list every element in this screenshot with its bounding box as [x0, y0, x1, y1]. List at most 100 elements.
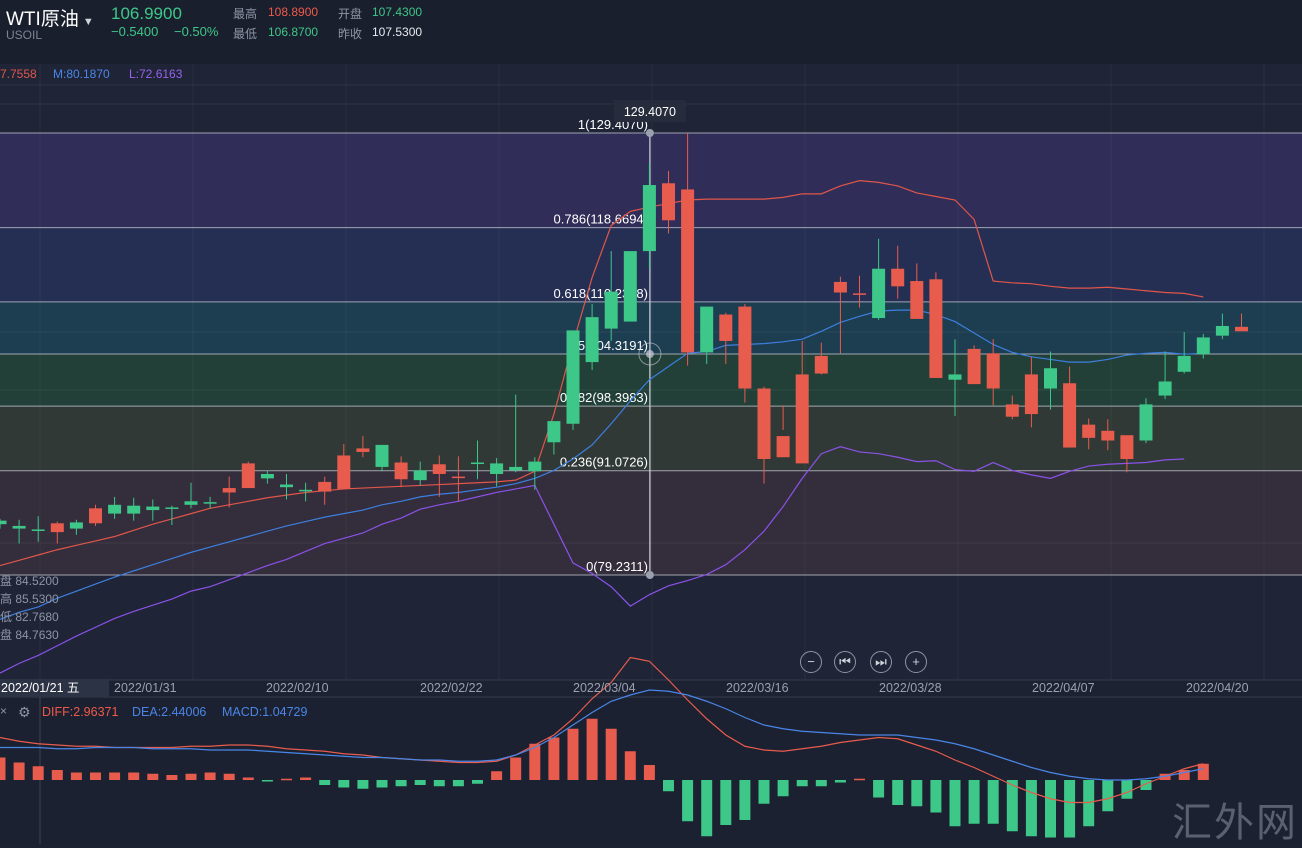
- candle-body: [948, 374, 962, 380]
- macd-dea-line: [0, 689, 1204, 781]
- macd-bar: [357, 780, 369, 789]
- macd-bar: [758, 780, 770, 804]
- candle-body: [241, 463, 255, 489]
- zoom-in-button[interactable]: +: [905, 651, 927, 673]
- macd-bar: [147, 773, 159, 780]
- macd-bar: [815, 780, 827, 787]
- macd-bar: [13, 762, 25, 780]
- price-change-pct: −0.50%: [174, 24, 219, 39]
- candle-body: [337, 455, 351, 489]
- candle-body: [681, 189, 695, 353]
- macd-bar: [624, 751, 636, 780]
- candle-body: [604, 291, 618, 329]
- x-tick: 2022/04/07: [1032, 681, 1095, 695]
- macd-bar: [242, 777, 254, 780]
- candle-body: [318, 481, 332, 492]
- candle-body: [1063, 383, 1077, 448]
- fib-zone: [0, 470, 1302, 575]
- candle-body: [356, 448, 370, 452]
- candle-body: [585, 317, 599, 363]
- macd-bar: [1006, 780, 1018, 832]
- boll-mid-line: [0, 309, 1204, 620]
- skip-forward-button[interactable]: ⏭: [870, 651, 892, 673]
- macd-bar: [834, 780, 846, 783]
- candle-body: [967, 348, 981, 385]
- hover-close: 盘 84.7630: [0, 628, 59, 642]
- candle-body: [69, 522, 83, 529]
- macd-bar: [395, 780, 407, 787]
- macd-bar: [452, 780, 464, 787]
- watermark: 汇外网: [1172, 800, 1298, 846]
- symbol-selector[interactable]: WTI原油 ▼: [6, 4, 94, 31]
- macd-bar: [109, 772, 121, 780]
- close-icon[interactable]: ×: [0, 704, 8, 718]
- candle-body: [0, 520, 7, 525]
- candle-body: [814, 355, 828, 374]
- macd-diff-line: [0, 656, 1204, 804]
- candle-body: [853, 293, 866, 295]
- candle-body: [1082, 424, 1096, 438]
- candle-body: [394, 462, 408, 480]
- zoom-out-button[interactable]: −: [800, 651, 822, 673]
- macd-bar: [1025, 780, 1037, 837]
- macd-bar: [90, 772, 101, 780]
- x-tick: 2022/02/22: [420, 681, 483, 695]
- candle-body: [280, 484, 293, 488]
- candle-body: [1120, 435, 1134, 459]
- candle-body: [566, 330, 580, 424]
- macd-bar: [0, 757, 6, 780]
- prev-close-label: 昨收: [338, 27, 363, 41]
- macd-bar: [930, 780, 942, 813]
- x-tick: 2022/03/04: [573, 681, 636, 695]
- candle-body: [833, 281, 847, 293]
- candle-body: [31, 529, 45, 531]
- macd-bar: [281, 778, 292, 781]
- candle-body: [222, 488, 236, 493]
- x-tick: 2022/03/16: [726, 681, 789, 695]
- candle-body: [776, 436, 790, 458]
- quote-header: WTI原油 ▼ USOIL 106.9900 −0.5400 −0.50% 最高 …: [0, 0, 1302, 64]
- candle-body: [203, 502, 217, 504]
- fib-label: 0.236(91.0726): [560, 455, 648, 470]
- macd-bar: [414, 780, 426, 785]
- macd-bar: [1102, 780, 1114, 812]
- macd-bar: [1140, 780, 1152, 790]
- candle-body: [623, 251, 637, 322]
- skip-back-button[interactable]: ⏮: [834, 651, 856, 673]
- macd-bar: [510, 757, 522, 780]
- gear-icon[interactable]: ⚙: [18, 704, 31, 720]
- low-value: 106.8700: [268, 25, 319, 39]
- candle-body: [127, 505, 141, 514]
- hover-high: 高 85.5300: [0, 592, 59, 606]
- macd-bar: [949, 780, 961, 827]
- macd-bar: [968, 780, 980, 824]
- candle-body: [1158, 381, 1172, 396]
- x-tick: 2022/01/31: [114, 681, 177, 695]
- candle-body: [1101, 430, 1115, 441]
- macd-bar: [586, 718, 598, 780]
- boll-upper-legend: 7.7558: [0, 67, 37, 81]
- candle-body: [108, 504, 122, 514]
- last-price: 106.9900: [111, 4, 182, 23]
- fib-label: 0.786(118.6694): [554, 212, 648, 227]
- candle-body: [471, 462, 484, 465]
- candle-body: [146, 506, 160, 511]
- candle-body: [891, 268, 905, 287]
- candle-body: [1235, 326, 1248, 332]
- candle-body: [1196, 337, 1210, 355]
- candle-body: [738, 306, 752, 389]
- low-label: 最低: [233, 27, 258, 41]
- candle-body: [1177, 355, 1191, 372]
- candle-body: [413, 470, 427, 481]
- macd-bar: [32, 766, 44, 780]
- candle-body: [451, 476, 465, 479]
- macd-diff-legend: DIFF:2.96371: [42, 705, 119, 719]
- candle-body: [165, 507, 179, 509]
- macd-bar: [70, 772, 82, 780]
- fib-zone: [0, 353, 1302, 407]
- symbol-code: USOIL: [6, 28, 43, 42]
- fib-handle-bottom: [645, 571, 654, 579]
- fib-label: 0.382(98.3983): [560, 390, 648, 405]
- prev-close-value: 107.5300: [372, 25, 423, 39]
